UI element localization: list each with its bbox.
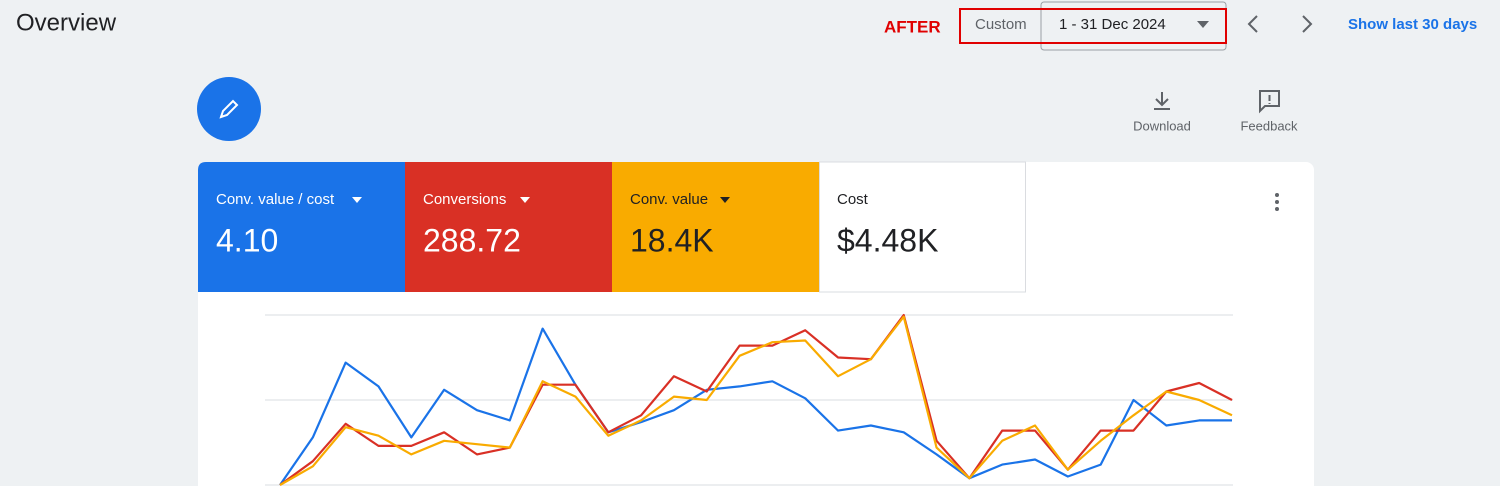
next-button[interactable] <box>1302 15 1313 33</box>
plot <box>265 313 1233 486</box>
more-menu[interactable] <box>1275 193 1279 211</box>
metric-value: 288.72 <box>423 222 521 258</box>
edit-button[interactable] <box>197 77 261 141</box>
download-icon[interactable] <box>1154 92 1170 110</box>
metric-label: Cost <box>837 191 869 208</box>
metric-value: 18.4K <box>630 222 714 258</box>
metric-value: 4.10 <box>216 222 278 258</box>
feedback-label[interactable]: Feedback <box>1240 118 1298 133</box>
show-last-link[interactable]: Show last 30 days <box>1348 16 1477 33</box>
annotation: AFTER <box>884 17 941 36</box>
pencil-icon <box>219 99 239 119</box>
metric-label: Conv. value / cost <box>216 191 335 208</box>
metric-value: $4.48K <box>837 222 938 258</box>
metric-label: Conversions <box>423 191 506 208</box>
metric-tile[interactable] <box>819 161 1026 293</box>
metric-tile[interactable] <box>405 162 612 292</box>
prev-button[interactable] <box>1247 15 1258 33</box>
dropdown-arrow[interactable] <box>720 197 730 203</box>
metric-tile[interactable] <box>612 162 819 292</box>
feedback-icon[interactable] <box>1259 90 1280 114</box>
metric-label: Conv. value <box>630 191 708 208</box>
highlight-box <box>959 8 1227 44</box>
date-range[interactable]: 1 - 31 Dec 2024 <box>1059 16 1166 33</box>
dropdown-arrow[interactable] <box>1197 21 1209 28</box>
series-line <box>279 315 1233 486</box>
download-label[interactable]: Download <box>1133 118 1191 133</box>
series-line <box>279 313 1233 486</box>
dropdown-arrow[interactable] <box>352 197 362 203</box>
dropdown-arrow[interactable] <box>520 197 530 203</box>
page-title: Overview <box>16 9 117 36</box>
metric-tile[interactable] <box>198 162 405 292</box>
date-mode[interactable]: Custom <box>975 16 1027 33</box>
series-line <box>279 327 1232 486</box>
